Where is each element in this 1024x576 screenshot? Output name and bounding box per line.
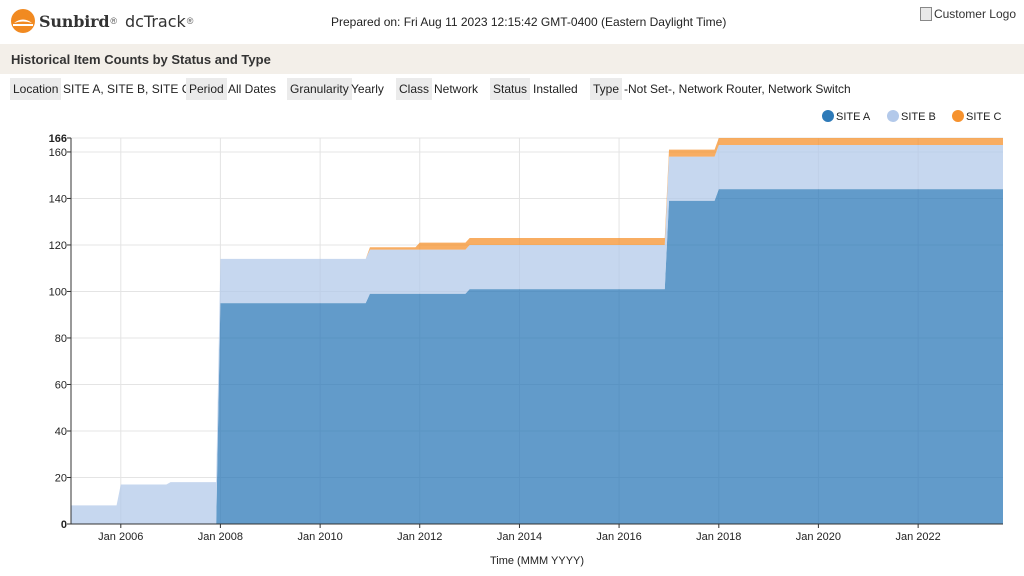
x-tick-label: Jan 2006 <box>98 531 143 543</box>
filter-label-period: Period <box>186 78 227 100</box>
x-tick-label: Jan 2010 <box>298 531 343 543</box>
filter-value-granularity: Yearly <box>351 82 384 96</box>
x-tick-label: Jan 2022 <box>896 531 941 543</box>
y-tick-label: 120 <box>49 240 67 252</box>
x-axis-title: Time (MMM YYYY) <box>490 555 584 567</box>
x-tick-label: Jan 2008 <box>198 531 243 543</box>
y-tick-label: 100 <box>49 286 67 298</box>
x-tick-label: Jan 2018 <box>696 531 741 543</box>
filter-value-location: SITE A, SITE B, SITE C <box>63 82 191 96</box>
y-tick-label: 140 <box>49 193 67 205</box>
legend-label: SITE C <box>966 111 1002 123</box>
brand-name: Sunbird <box>39 11 110 31</box>
y-tick-label: 60 <box>55 379 67 391</box>
report-title-bar: Historical Item Counts by Status and Typ… <box>0 44 1024 74</box>
filter-label-status: Status <box>490 78 531 100</box>
legend-swatch-site-b <box>887 110 899 122</box>
product-registered-mark: ® <box>186 16 194 26</box>
y-tick-label: 160 <box>49 147 67 159</box>
filter-value-status: Installed <box>533 82 578 96</box>
legend-label: SITE A <box>836 111 871 123</box>
sunbird-logo: Sunbird ® dcTrack ® <box>10 8 193 34</box>
y-tick-label: 40 <box>55 426 67 438</box>
x-tick-label: Jan 2012 <box>397 531 442 543</box>
item-count-area-chart: 0 20 40 60 80 100 120 140 160 166 Jan 2006 Jan 2008… <box>49 110 1003 567</box>
y-tick-label: 0 <box>61 519 67 531</box>
filter-label-type: Type <box>590 78 623 100</box>
y-tick-label: 20 <box>55 472 67 484</box>
sunbird-sun-icon <box>11 9 35 33</box>
filter-value-period: All Dates <box>228 82 277 96</box>
legend-swatch-site-c <box>952 110 964 122</box>
y-tick-label: 80 <box>55 333 67 345</box>
x-tick-label: Jan 2016 <box>596 531 641 543</box>
brand-registered-mark: ® <box>110 16 117 26</box>
y-tick-label: 166 <box>49 133 67 145</box>
prepared-on-timestamp: Prepared on: Fri Aug 11 2023 12:15:42 GM… <box>331 15 727 29</box>
x-tick-label: Jan 2014 <box>497 531 542 543</box>
product-name: dcTrack <box>124 11 186 31</box>
report-title: Historical Item Counts by Status and Typ… <box>11 52 271 67</box>
filter-label-granularity: Granularity <box>287 78 352 100</box>
filter-summary: Location SITE A, SITE B, SITE C Period A… <box>0 78 1024 100</box>
area-series-site-a <box>71 189 1003 524</box>
customer-logo: Customer Logo <box>919 7 1016 21</box>
area-series-site-b <box>71 144 1003 525</box>
customer-logo-alt-text: Customer Logo <box>933 7 1016 21</box>
report-header: Sunbird ® dcTrack ® Prepared on: Fri Aug… <box>0 0 1024 44</box>
filter-value-type: -Not Set-, Network Router, Network Switc… <box>624 82 851 96</box>
filter-value-class: Network <box>434 82 479 96</box>
broken-image-icon <box>919 7 932 21</box>
x-tick-label: Jan 2020 <box>796 531 841 543</box>
legend-swatch-site-a <box>822 110 834 122</box>
filter-label-class: Class <box>396 78 433 100</box>
filter-label-location: Location <box>10 78 62 100</box>
legend-label: SITE B <box>901 111 936 123</box>
